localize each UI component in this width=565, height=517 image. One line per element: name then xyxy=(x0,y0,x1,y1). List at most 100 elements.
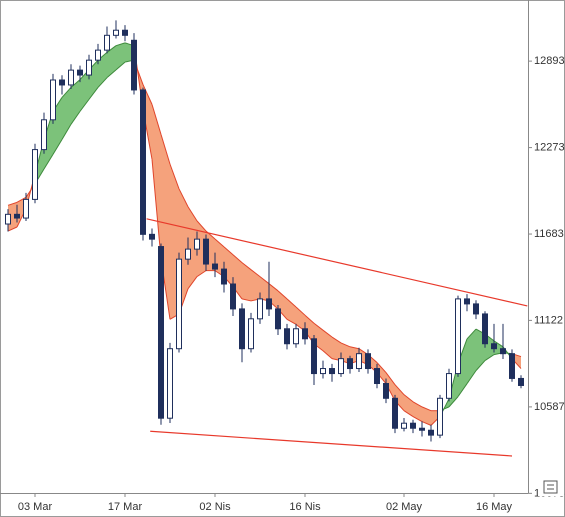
x-tick-label: 02 May xyxy=(386,501,423,513)
ma-slow-segment xyxy=(178,188,189,207)
candle-body xyxy=(131,39,137,91)
ribbon-fill xyxy=(332,337,341,361)
candle-body xyxy=(320,368,326,375)
ma-slow-segment xyxy=(61,124,72,140)
candle-body xyxy=(266,298,272,310)
candle-body xyxy=(473,303,479,315)
ma-slow-segment xyxy=(79,99,90,112)
candle-body xyxy=(437,397,443,436)
candle-body xyxy=(122,29,128,36)
ma-slow-segment xyxy=(16,196,27,203)
candle-body xyxy=(248,318,254,350)
ma-slow-segment xyxy=(385,372,396,385)
ma-slow-segment xyxy=(7,201,18,206)
ribbon-fill xyxy=(98,52,107,88)
ribbon-fill xyxy=(242,262,251,301)
ma-slow-segment xyxy=(457,383,468,397)
candle-body xyxy=(185,248,191,260)
ribbon-fill xyxy=(395,384,404,411)
candle-body xyxy=(221,268,227,285)
candle-body xyxy=(86,59,92,76)
ribbon-fill xyxy=(278,290,287,320)
candle-body xyxy=(347,358,353,370)
ma-slow-segment xyxy=(151,104,162,135)
ma-slow-segment xyxy=(484,354,495,362)
y-tick-label: 12273 xyxy=(534,142,565,154)
ma-fast-segment xyxy=(466,328,477,340)
axes xyxy=(0,0,532,497)
candle-body xyxy=(158,246,164,419)
candle-body xyxy=(293,328,299,345)
candle-body xyxy=(284,328,290,345)
candle-body xyxy=(401,422,407,429)
ribbon-fill xyxy=(305,315,314,344)
ma-slow-segment xyxy=(412,401,423,408)
ma-slow-segment xyxy=(448,396,459,408)
candle-body xyxy=(14,213,20,219)
ribbon-fill xyxy=(467,329,476,384)
candle-body xyxy=(410,422,416,429)
ma-fast-segment xyxy=(115,42,126,47)
ma-slow-segment xyxy=(286,298,297,308)
x-tick-label: 16 Nis xyxy=(289,501,321,513)
candle-body xyxy=(356,353,362,370)
ma-fast-segment xyxy=(7,226,18,232)
candle-body xyxy=(482,313,488,345)
ma-slow-segment xyxy=(88,87,99,100)
candle-body xyxy=(239,308,245,350)
ribbon-fill xyxy=(251,269,260,301)
ma-slow-segment xyxy=(331,336,342,344)
candle-body xyxy=(275,308,281,330)
ma-slow-segment xyxy=(169,163,180,189)
candle-body xyxy=(518,377,524,386)
ma-slow-segment xyxy=(52,139,63,155)
candle-body xyxy=(311,338,317,375)
ma-slow-segment xyxy=(268,283,279,292)
ribbon-fill xyxy=(260,276,269,301)
ma-slow-segment xyxy=(241,262,252,271)
candle-body xyxy=(149,233,155,240)
x-tick-label: 16 May xyxy=(476,501,513,513)
ma-fast-segment xyxy=(322,350,333,360)
icon[interactable] xyxy=(543,480,558,494)
ma-fast-segment xyxy=(61,87,72,98)
candle-body xyxy=(167,348,173,419)
ma-slow-segment xyxy=(421,406,432,412)
candle-body xyxy=(383,383,389,399)
ribbon-fill xyxy=(44,111,53,170)
ma-fast-segment xyxy=(493,340,504,348)
ma-fast-segment xyxy=(241,298,252,302)
candle-body xyxy=(176,258,182,350)
ma-slow-segment xyxy=(106,69,117,79)
axis-icon[interactable] xyxy=(538,479,564,496)
ma-fast-segment xyxy=(70,79,81,88)
ma-slow-segment xyxy=(277,290,288,300)
candle-body xyxy=(491,343,497,350)
candle-body xyxy=(509,353,515,379)
candle-body xyxy=(68,69,74,86)
ma-slow-segment xyxy=(340,342,351,348)
candle-body xyxy=(32,149,38,200)
candle-body xyxy=(212,263,218,270)
candle-body xyxy=(41,119,47,151)
candle-body xyxy=(365,353,371,370)
ma-slow-segment xyxy=(322,329,333,338)
ribbon-fill xyxy=(296,307,305,332)
plot-area xyxy=(5,20,528,457)
ma-slow-segment xyxy=(160,134,171,165)
ribbon-fill xyxy=(413,401,422,422)
ma-fast-segment xyxy=(187,276,198,290)
candle-body xyxy=(104,34,110,51)
ma-slow-segment xyxy=(295,306,306,316)
ma-slow-segment xyxy=(70,111,81,125)
y-tick-label: 11683 xyxy=(534,228,564,240)
trend-line xyxy=(150,430,513,457)
ribbon-fill xyxy=(386,372,395,401)
candle-body xyxy=(140,89,146,235)
ma-fast-segment xyxy=(151,159,162,259)
ribbon-fill xyxy=(71,79,80,125)
candle-body xyxy=(446,373,452,399)
ma-slow-segment xyxy=(43,154,54,170)
candle-body xyxy=(230,283,236,310)
